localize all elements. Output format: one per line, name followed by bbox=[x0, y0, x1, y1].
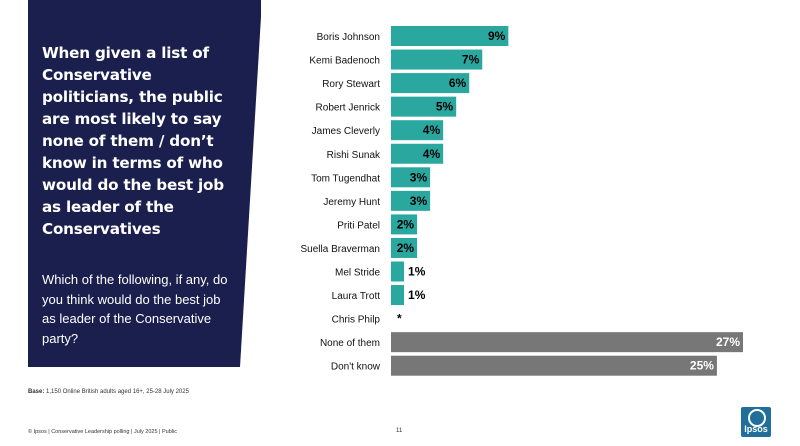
value-label: 4% bbox=[423, 123, 441, 137]
value-label: 1% bbox=[408, 288, 426, 302]
bar bbox=[391, 214, 418, 235]
value-label: 1% bbox=[408, 265, 426, 279]
bar bbox=[391, 190, 431, 211]
base-text: 1,150 Online British adults aged 16+, 25… bbox=[46, 389, 189, 395]
value-label: 5% bbox=[436, 100, 454, 114]
footer-copyright: © Ipsos | Conservative Leadership pollin… bbox=[28, 429, 177, 435]
bar bbox=[391, 285, 405, 306]
value-label: 3% bbox=[410, 170, 428, 184]
bar bbox=[391, 73, 470, 94]
ipsos-logo: Ipsos bbox=[741, 407, 771, 437]
category-label: Chris Philp bbox=[332, 315, 381, 326]
bar bbox=[391, 143, 444, 164]
value-label: 7% bbox=[462, 53, 480, 67]
value-label: 4% bbox=[423, 147, 441, 161]
bar bbox=[391, 120, 444, 141]
bar bbox=[391, 355, 717, 376]
category-label: Priti Patel bbox=[337, 220, 380, 231]
value-label: 9% bbox=[488, 29, 506, 43]
category-label: Don't know bbox=[331, 362, 381, 373]
value-label: 2% bbox=[397, 241, 415, 255]
bar bbox=[391, 26, 509, 46]
bar bbox=[391, 237, 418, 258]
logo-ring bbox=[748, 409, 766, 427]
category-label: Robert Jenrick bbox=[316, 103, 381, 114]
bar bbox=[391, 49, 483, 70]
bar bbox=[391, 167, 431, 188]
category-label: None of them bbox=[320, 338, 380, 349]
page-number: 11 bbox=[396, 428, 403, 434]
category-label: Rory Stewart bbox=[322, 79, 380, 90]
value-label: 6% bbox=[449, 76, 467, 90]
bar bbox=[391, 261, 405, 282]
value-label: * bbox=[397, 312, 402, 326]
bar bbox=[391, 332, 743, 353]
category-label: Jeremy Hunt bbox=[323, 197, 380, 208]
category-label: Tom Tugendhat bbox=[311, 173, 380, 184]
headline: When given a list of Conservative politi… bbox=[42, 44, 224, 238]
category-label: Kemi Badenoch bbox=[309, 56, 380, 67]
base-note: Base: 1,150 Online British adults aged 1… bbox=[28, 389, 189, 395]
question-text: Which of the following, if any, do you t… bbox=[42, 272, 228, 346]
bar bbox=[391, 96, 457, 117]
category-label: James Cleverly bbox=[312, 126, 380, 137]
logo-word: Ipsos bbox=[744, 424, 768, 434]
value-label: 25% bbox=[690, 359, 714, 373]
category-label: Mel Stride bbox=[335, 268, 380, 279]
category-label: Laura Trott bbox=[332, 291, 381, 302]
base-label: Base: bbox=[28, 389, 45, 395]
value-label: 27% bbox=[716, 335, 740, 349]
category-label: Suella Braverman bbox=[301, 244, 380, 255]
value-label: 2% bbox=[397, 217, 415, 231]
value-label: 3% bbox=[410, 194, 428, 208]
headline-panel: When given a list of Conservative politi… bbox=[28, 0, 262, 367]
category-label: Rishi Sunak bbox=[327, 150, 381, 161]
category-label: Boris Johnson bbox=[317, 32, 380, 43]
